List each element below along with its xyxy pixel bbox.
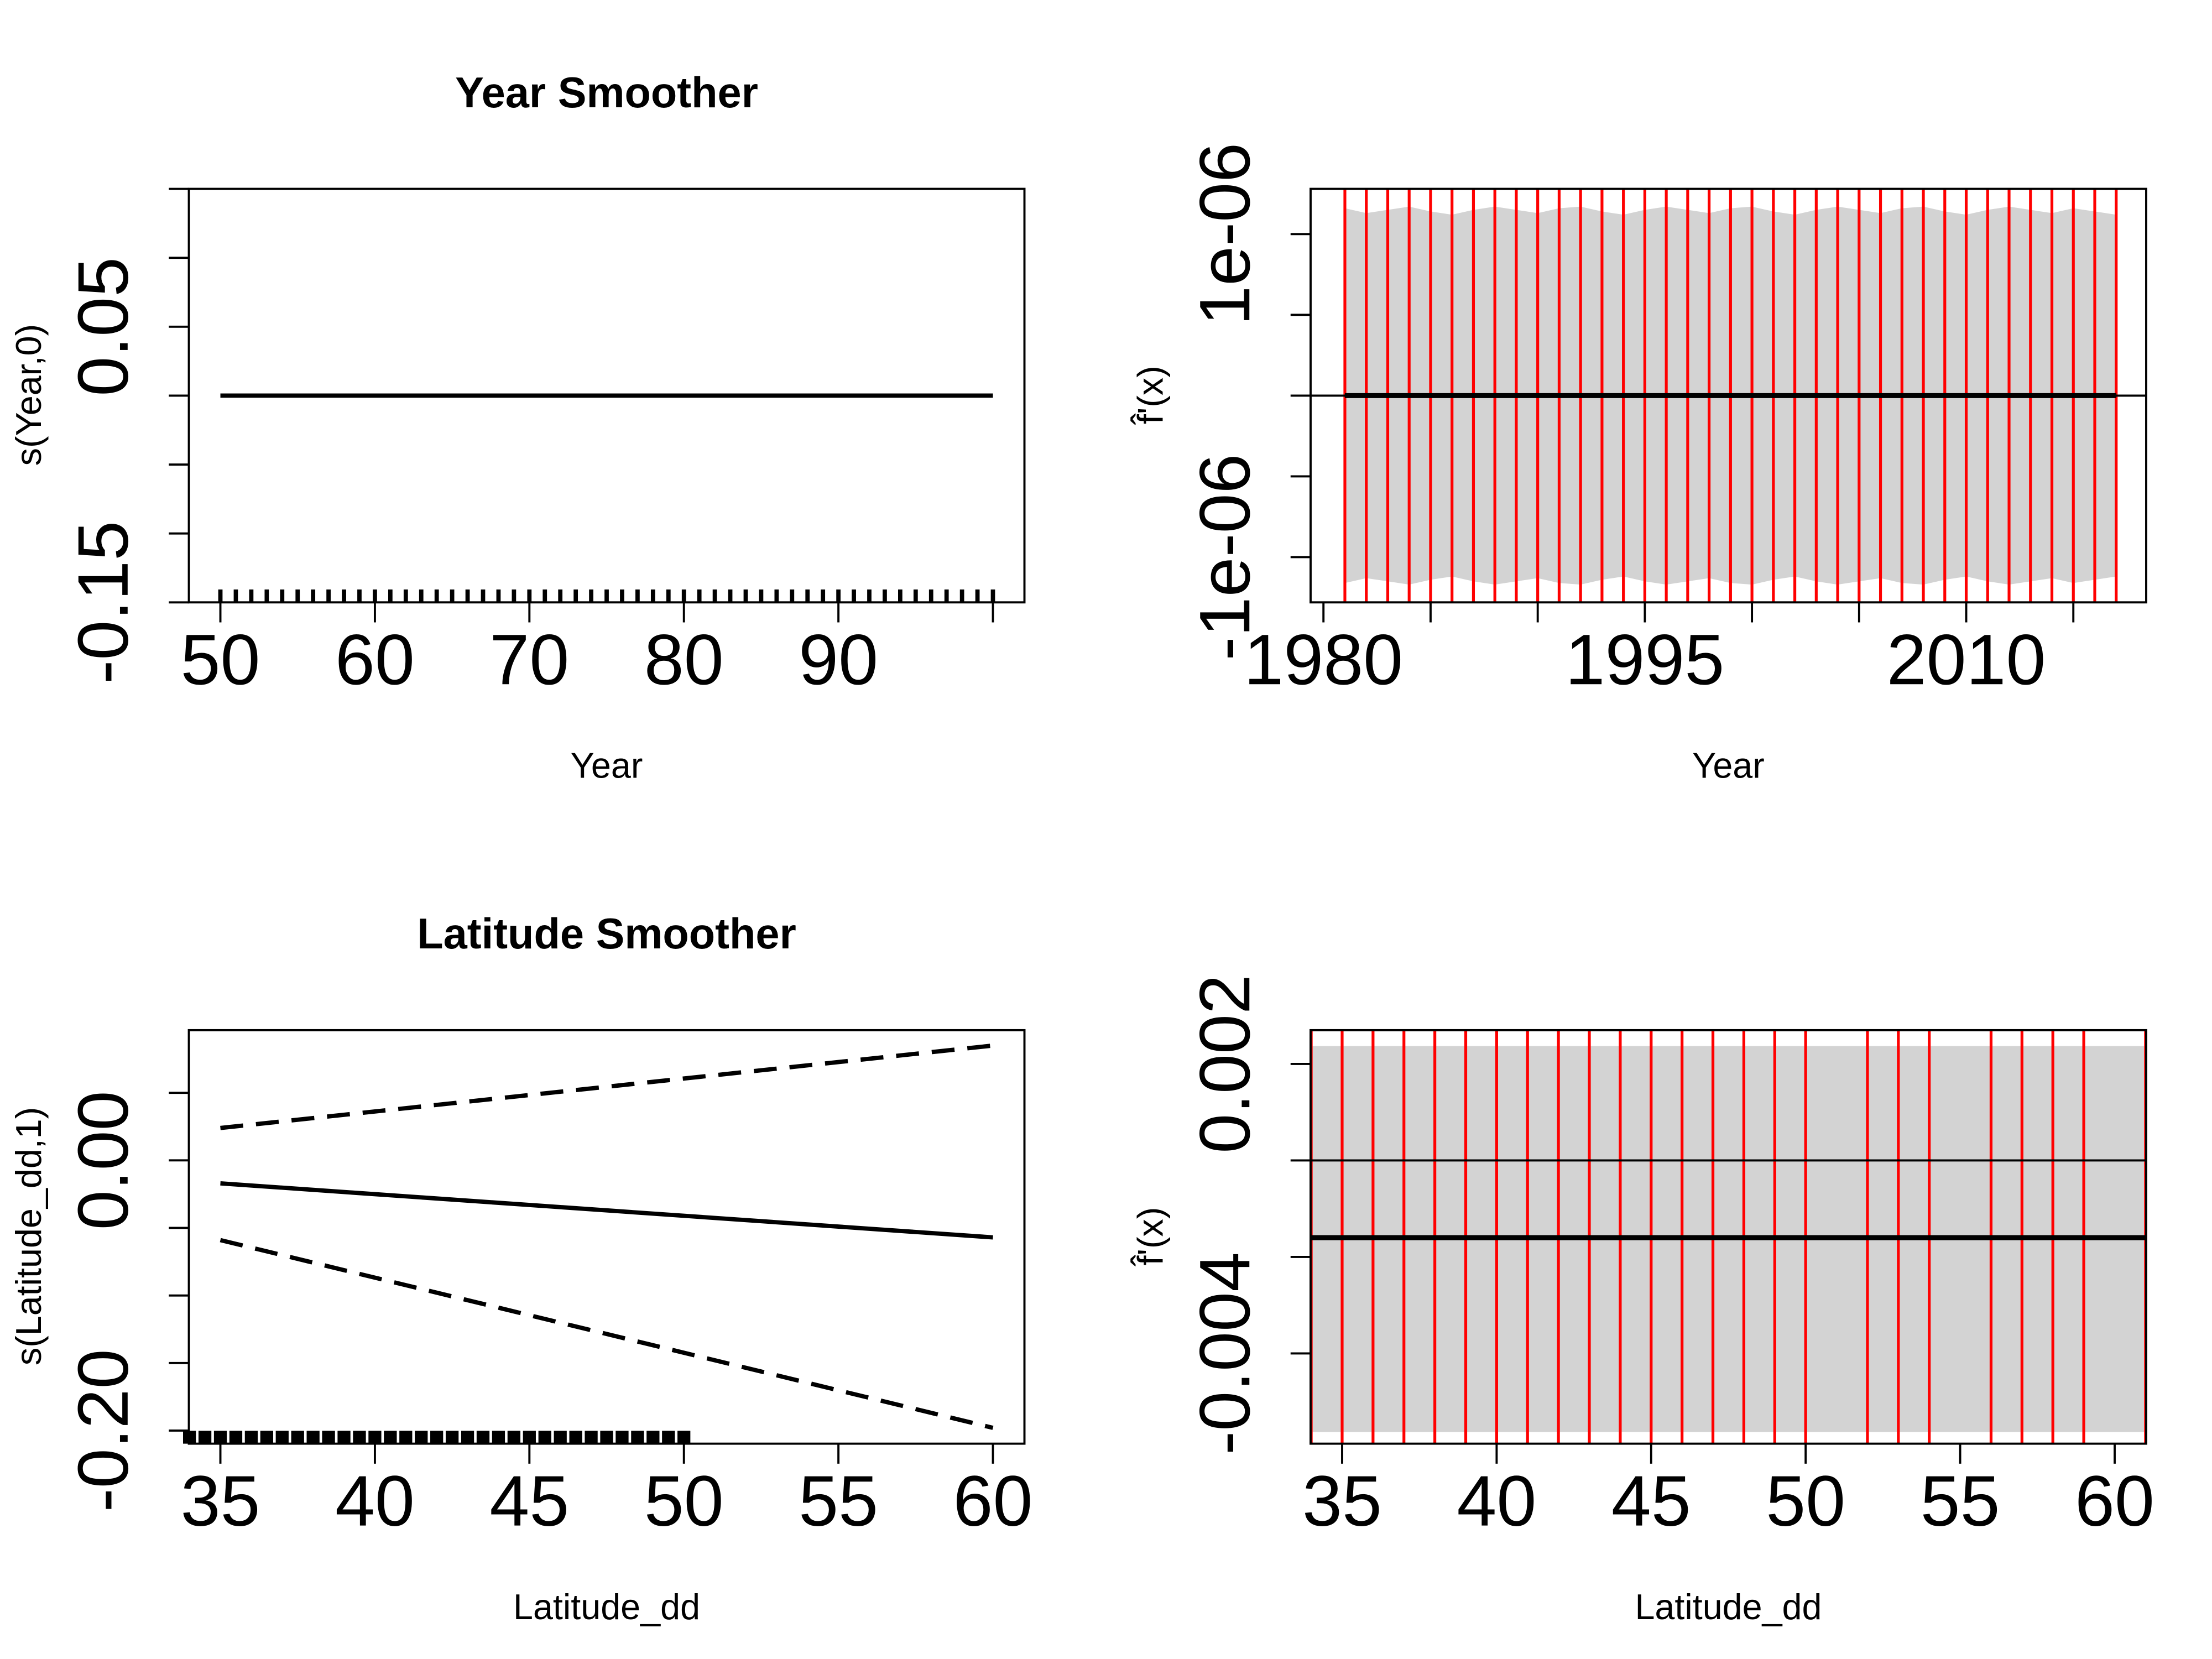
x-tick-label: 90 xyxy=(799,620,878,700)
x-tick-label: 80 xyxy=(644,620,724,700)
x-axis-label: Latitude_dd xyxy=(513,1587,700,1627)
series-line xyxy=(220,1043,993,1130)
x-tick-label: 50 xyxy=(1766,1462,1845,1541)
x-axis-label: Latitude_dd xyxy=(1635,1587,1822,1627)
x-axis-label: Year xyxy=(571,745,643,785)
y-tick-label: -1e-06 xyxy=(1185,454,1265,661)
x-tick-label: 35 xyxy=(1302,1462,1382,1541)
x-tick-label: 1980 xyxy=(1244,620,1403,700)
plot-frame xyxy=(187,1029,1026,1445)
y-tick-label: 0.00 xyxy=(64,1091,143,1230)
x-tick-label: 60 xyxy=(335,620,415,700)
x-tick-label: 35 xyxy=(181,1462,260,1541)
x-axis-label: Year xyxy=(1692,745,1765,785)
x-tick-label: 40 xyxy=(1457,1462,1536,1541)
x-tick-label: 70 xyxy=(489,620,569,700)
x-tick-label: 50 xyxy=(644,1462,724,1541)
x-tick-label: 45 xyxy=(489,1462,569,1541)
x-tick-label: 45 xyxy=(1611,1462,1691,1541)
x-tick-label: 50 xyxy=(181,620,260,700)
series-line xyxy=(220,1181,993,1240)
x-tick-label: 60 xyxy=(2075,1462,2154,1541)
y-tick-label: -0.15 xyxy=(64,521,143,684)
x-tick-label: 2010 xyxy=(1887,620,2046,700)
x-tick-label: 40 xyxy=(335,1462,415,1541)
chart-title: Year Smoother xyxy=(455,69,758,117)
y-tick-label: 1e-06 xyxy=(1185,143,1265,326)
chart-title: Latitude Smoother xyxy=(417,910,796,958)
y-tick-label: -0.20 xyxy=(64,1349,143,1512)
plot-frame xyxy=(1310,1029,2147,1445)
x-tick-label: 55 xyxy=(799,1462,878,1541)
x-tick-label: 55 xyxy=(1921,1462,2000,1541)
y-axis-label: s(Latitude_dd,1) xyxy=(8,1107,49,1365)
y-tick-label: -0.004 xyxy=(1185,1252,1265,1455)
x-tick-label: 1995 xyxy=(1565,620,1724,700)
x-tick-label: 60 xyxy=(953,1462,1033,1541)
y-axis-label: f̂'(x) xyxy=(1130,366,1170,425)
y-tick-label: 0.002 xyxy=(1185,974,1265,1154)
y-axis-label: s(Year,0) xyxy=(8,324,49,466)
y-axis-label: f̂'(x) xyxy=(1130,1207,1170,1267)
series-line xyxy=(220,1238,994,1430)
y-tick-label: 0.05 xyxy=(64,257,143,397)
